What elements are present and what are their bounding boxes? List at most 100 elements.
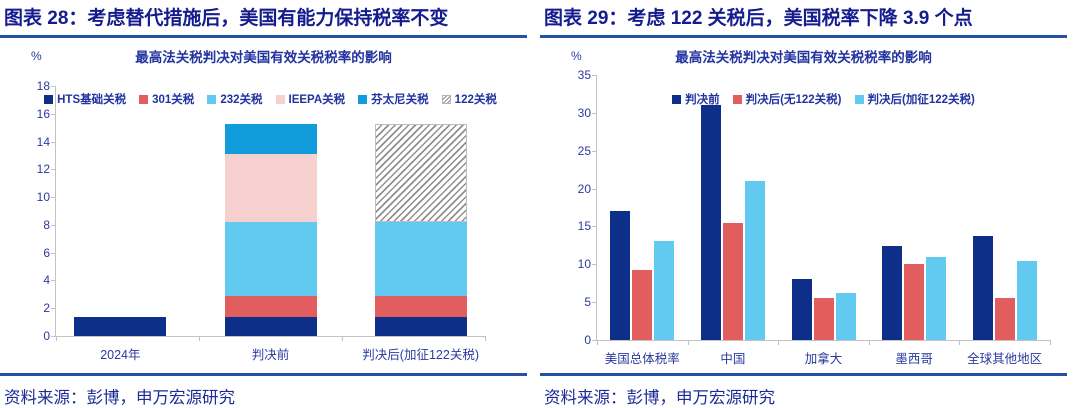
legend-label: 判决后(无122关税) — [745, 94, 842, 106]
x-axis-label: 美国总体税率 — [604, 352, 680, 366]
y-tick-mark — [51, 224, 56, 226]
x-tick-mark — [198, 336, 200, 341]
x-tick-mark — [485, 336, 486, 341]
legend-item: HTS基础关税 — [44, 91, 126, 107]
x-tick-mark — [778, 340, 780, 345]
bar-segment — [374, 316, 467, 336]
y-tick-mark — [51, 113, 56, 115]
plot-area: 0 2 4 6 8 10 12 14 16 18 2024年 判决前 判决后(加征122关税) HTS基础… — [37, 79, 497, 362]
figure-caption: 图表 29：考虑 122 关税后，美国税率下降 3.9 个点 — [540, 0, 1067, 38]
bar — [791, 279, 812, 340]
y-tick-mark — [51, 86, 56, 87]
chart-legend: 判决前 判决后(无122关税) 判决后(加征122关税) — [567, 91, 1080, 107]
y-tick-label: 18 — [36, 79, 50, 93]
y-tick-label: 10 — [577, 257, 591, 272]
bar — [994, 297, 1015, 340]
bar — [926, 257, 947, 340]
y-tick-mark — [592, 75, 597, 76]
legend-label: HTS基础关税 — [57, 94, 127, 106]
y-tick-mark — [51, 169, 56, 171]
x-tick-mark — [597, 340, 598, 345]
legend-item: IEEPA关税 — [275, 91, 346, 107]
stacked-bar-chart: 最高法关税判决对美国有效关税税率的影响 % 0 2 4 6 8 10 12 14 16 18 202… — [0, 38, 527, 373]
y-tick-label: 5 — [584, 295, 591, 310]
source-note: 资料来源：彭博，申万宏源研究 — [0, 373, 527, 408]
legend-swatch — [44, 94, 54, 104]
bar-segment — [74, 316, 167, 336]
y-tick-mark — [592, 188, 597, 190]
x-axis-label: 墨西哥 — [895, 352, 933, 366]
y-tick-label: 35 — [577, 68, 591, 82]
legend-label: 232关税 — [220, 94, 263, 106]
chart-legend: HTS基础关税 301关税 232关税 IEEPA关税 芬太尼关税 122关税 — [26, 91, 515, 107]
figure-28: 图表 28：考虑替代措施后，美国有能力保持税率不变 最高法关税判决对美国有效关税… — [0, 0, 527, 408]
legend-label: 芬太尼关税 — [371, 94, 429, 106]
bar-segment — [224, 295, 317, 317]
y-tick-label: 4 — [43, 273, 50, 288]
legend-label: IEEPA关税 — [288, 94, 346, 106]
legend-item: 301关税 — [139, 91, 194, 107]
legend-swatch — [441, 94, 451, 104]
legend-item: 判决前 — [672, 91, 720, 107]
x-tick-mark — [868, 340, 870, 345]
legend-swatch — [275, 94, 285, 104]
x-axis-label: 2024年 — [100, 348, 141, 362]
legend-item: 芬太尼关税 — [358, 91, 429, 107]
y-tick-label: 0 — [584, 333, 591, 347]
bar-segment — [224, 222, 317, 296]
y-tick-label: 2 — [43, 301, 50, 316]
plot-area: 0 5 10 15 20 25 30 35 美国总体税率 中国 加拿大 墨西哥 全球其他地区 判决前 判决后… — [578, 68, 1051, 366]
y-tick-label: 6 — [43, 245, 50, 260]
bar-segment — [224, 154, 317, 223]
legend-item: 122关税 — [441, 91, 497, 107]
bar — [722, 223, 743, 340]
bar-segment — [374, 295, 467, 317]
figure-caption: 图表 28：考虑替代措施后，美国有能力保持税率不变 — [0, 0, 527, 38]
y-tick-mark — [592, 150, 597, 152]
y-tick-label: 30 — [577, 105, 591, 120]
y-tick-mark — [51, 141, 56, 143]
x-axis-label: 判决后(加征122关税) — [362, 348, 479, 362]
y-tick-label: 12 — [36, 162, 50, 177]
x-tick-mark — [1050, 340, 1051, 345]
figure-29: 图表 29：考虑 122 关税后，美国税率下降 3.9 个点 最高法关税判决对美… — [540, 0, 1080, 408]
legend-swatch — [672, 94, 682, 104]
y-tick-mark — [51, 336, 56, 337]
bar — [835, 293, 856, 340]
bar — [972, 235, 993, 340]
legend-swatch — [732, 94, 742, 104]
legend-item: 判决后(加征122关税) — [854, 91, 975, 107]
y-tick-mark — [51, 252, 56, 254]
y-axis-unit: % — [31, 49, 42, 63]
legend-swatch — [358, 94, 368, 104]
legend-swatch — [854, 94, 864, 104]
y-tick-label: 16 — [36, 106, 50, 121]
grouped-bar-chart: 最高法关税判决对美国有效关税税率的影响 % 0 5 10 15 20 25 30 35 美国总体… — [540, 38, 1067, 373]
legend-item: 232关税 — [207, 91, 263, 107]
legend-swatch — [139, 94, 149, 104]
bar — [813, 297, 834, 340]
x-axis-label: 全球其他地区 — [967, 352, 1043, 366]
legend-label: 判决前 — [685, 94, 720, 106]
x-axis-label: 中国 — [720, 352, 746, 366]
bar — [904, 264, 925, 340]
legend-swatch — [207, 94, 217, 104]
y-tick-label: 10 — [36, 190, 50, 205]
x-tick-mark — [959, 340, 961, 345]
bar — [610, 211, 631, 340]
source-note: 资料来源：彭博，申万宏源研究 — [540, 373, 1067, 408]
y-tick-label: 25 — [577, 143, 591, 158]
y-axis-unit: % — [571, 49, 582, 63]
legend-label: 122关税 — [454, 94, 497, 106]
y-tick-mark — [592, 302, 597, 304]
y-tick-mark — [592, 226, 597, 228]
x-axis-label: 判决前 — [251, 348, 290, 362]
bar — [632, 270, 653, 340]
y-tick-mark — [51, 197, 56, 199]
x-tick-mark — [56, 336, 57, 341]
y-tick-mark — [592, 340, 597, 341]
legend-label: 301关税 — [152, 94, 195, 106]
x-axis-label: 加拿大 — [804, 352, 843, 366]
x-tick-mark — [687, 340, 689, 345]
